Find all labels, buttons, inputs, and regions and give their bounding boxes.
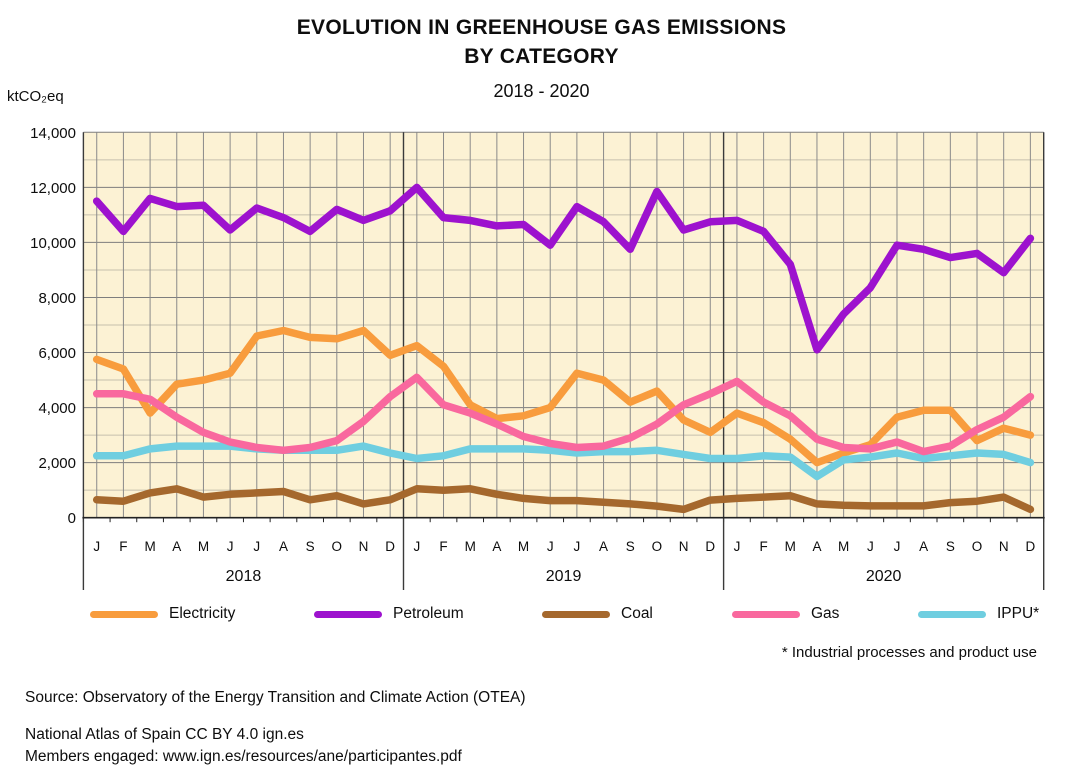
svg-text:J: J [894, 539, 901, 554]
chart-period: 2018 - 2020 [493, 81, 590, 101]
legend-label: Gas [811, 605, 840, 622]
svg-text:N: N [999, 539, 1009, 554]
svg-text:F: F [759, 539, 767, 554]
year-labels: 2018 2019 2020 [226, 568, 902, 585]
svg-text:D: D [385, 539, 395, 554]
svg-text:M: M [198, 539, 209, 554]
legend-swatch-gas [732, 610, 800, 618]
series-coal-line [92, 485, 1035, 514]
legend-label: Coal [621, 605, 653, 622]
svg-text:A: A [172, 539, 181, 554]
svg-text:M: M [144, 539, 155, 554]
svg-text:J: J [734, 539, 741, 554]
legend-item-petroleum: Petroleum [314, 601, 464, 627]
svg-text:F: F [439, 539, 447, 554]
svg-text:J: J [574, 539, 581, 554]
svg-text:D: D [705, 539, 715, 554]
legend-swatch-electricity [90, 610, 158, 618]
svg-text:4,000: 4,000 [38, 400, 76, 417]
svg-text:S: S [306, 539, 315, 554]
legend-item-coal: Coal [542, 601, 653, 627]
svg-text:J: J [413, 539, 420, 554]
svg-text:O: O [972, 539, 983, 554]
svg-text:O: O [652, 539, 663, 554]
legend-swatch-coal [542, 610, 610, 618]
svg-text:A: A [492, 539, 501, 554]
svg-text:14,000: 14,000 [30, 125, 76, 142]
chart-title: EVOLUTION IN GREENHOUSE GAS EMISSIONS [296, 16, 787, 39]
legend-label: Electricity [169, 605, 236, 622]
svg-text:M: M [518, 539, 529, 554]
svg-text:12,000: 12,000 [30, 180, 76, 197]
source-note: Source: Observatory of the Energy Transi… [25, 689, 526, 706]
y-axis-tick-labels: 0 2,000 4,000 6,000 8,000 10,000 12,000 14,000 [30, 125, 76, 527]
svg-text:M: M [785, 539, 796, 554]
svg-text:S: S [946, 539, 955, 554]
svg-text:2,000: 2,000 [38, 455, 76, 472]
svg-text:F: F [119, 539, 127, 554]
year-label-2018: 2018 [226, 568, 262, 585]
attribution-line: National Atlas of Spain CC BY 4.0 ign.es [25, 726, 304, 743]
svg-text:N: N [359, 539, 369, 554]
legend-swatch-ippu [918, 610, 986, 618]
svg-text:J: J [93, 539, 100, 554]
legend-footnote: * Industrial processes and product use [781, 644, 1037, 661]
svg-text:J: J [867, 539, 874, 554]
legend-label: Petroleum [393, 605, 464, 622]
svg-text:A: A [812, 539, 821, 554]
series-petroleum-line [92, 183, 1035, 354]
year-label-2019: 2019 [546, 568, 582, 585]
svg-text:M: M [465, 539, 476, 554]
chart-legend: Electricity Petroleum Coal Gas IPPU* [0, 601, 1083, 627]
svg-text:A: A [279, 539, 288, 554]
svg-text:M: M [838, 539, 849, 554]
chart-title-line2: BY CATEGORY [464, 45, 619, 68]
legend-label: IPPU* [997, 605, 1040, 622]
svg-text:D: D [1025, 539, 1035, 554]
svg-text:8,000: 8,000 [38, 290, 76, 307]
legend-item-electricity: Electricity [90, 601, 235, 627]
svg-text:J: J [227, 539, 234, 554]
members-line: Members engaged: www.ign.es/resources/an… [25, 748, 462, 765]
y-axis-unit-label: ktCO₂eq [7, 88, 64, 105]
svg-text:O: O [332, 539, 343, 554]
svg-text:0: 0 [68, 510, 76, 527]
svg-text:10,000: 10,000 [30, 235, 76, 252]
svg-text:A: A [599, 539, 608, 554]
svg-text:J: J [547, 539, 554, 554]
svg-text:6,000: 6,000 [38, 345, 76, 362]
year-separators [82, 132, 1045, 590]
year-label-2020: 2020 [866, 568, 902, 585]
legend-swatch-petroleum [314, 610, 382, 618]
legend-item-ippu: IPPU* [918, 601, 1039, 627]
svg-text:A: A [919, 539, 928, 554]
series-electricity-line [92, 326, 1035, 467]
svg-text:S: S [626, 539, 635, 554]
svg-text:J: J [253, 539, 260, 554]
legend-item-gas: Gas [732, 601, 839, 627]
svg-text:N: N [679, 539, 689, 554]
series-gas-line [92, 373, 1035, 456]
